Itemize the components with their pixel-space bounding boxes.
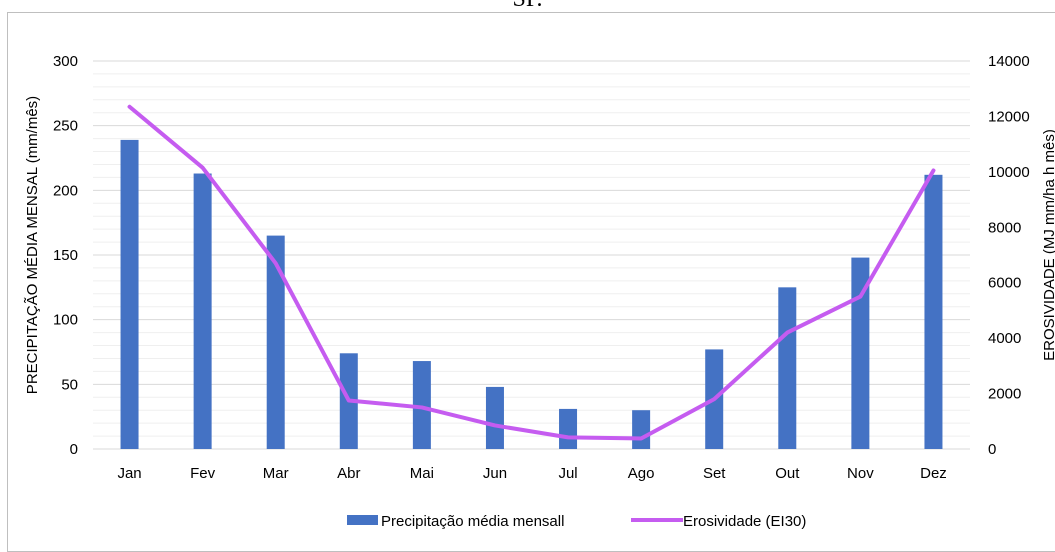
bar [267, 236, 285, 449]
erosivity-line-path [130, 107, 934, 439]
x-tick-label: Mar [263, 465, 289, 482]
y-tick-label: 200 [53, 182, 78, 199]
y-tick-label: 250 [53, 118, 78, 135]
bar [632, 410, 650, 449]
y2-tick-label: 8000 [988, 219, 1021, 236]
gridlines [93, 61, 970, 449]
y2-tick-label: 2000 [988, 386, 1021, 403]
y-tick-label: 300 [53, 53, 78, 70]
erosivity-line [129, 107, 933, 439]
y-tick-label: 150 [53, 247, 78, 264]
bar [924, 175, 942, 449]
y2-tick-label: 6000 [988, 275, 1021, 292]
legend-line-label: Erosividade (EI30) [683, 513, 806, 530]
x-tick-label: Jan [117, 465, 141, 482]
x-tick-label: Nov [847, 465, 874, 482]
bar [559, 409, 577, 449]
y2-tick-label: 10000 [988, 164, 1030, 181]
y2-tick-label: 12000 [988, 108, 1030, 125]
bar [778, 287, 796, 449]
y2-tick-label: 14000 [988, 53, 1030, 70]
legend-bar-swatch [347, 515, 378, 525]
x-tick-label: Ago [628, 465, 655, 482]
y-tick-label: 50 [61, 376, 78, 393]
x-tick-label: Jul [558, 465, 577, 482]
y2-tick-label: 4000 [988, 330, 1021, 347]
x-tick-label: Abr [337, 465, 360, 482]
y-tick-label: 0 [70, 441, 78, 458]
legend: Precipitação média mensall Erosividade (… [347, 513, 806, 530]
y-tick-label: 100 [53, 312, 78, 329]
legend-bar-label: Precipitação média mensall [381, 513, 564, 530]
x-tick-label: Set [703, 465, 726, 482]
x-tick-label: Fev [190, 465, 216, 482]
bar [121, 140, 139, 449]
precipitation-bars [121, 140, 943, 449]
x-tick-label: Jun [483, 465, 507, 482]
x-tick-label: Dez [920, 465, 947, 482]
y2-axis-title: EROSIVIDADE (MJ mm/ha h mês) [1041, 129, 1055, 361]
x-tick-label: Out [775, 465, 800, 482]
bar [486, 387, 504, 449]
y2-tick-label: 0 [988, 441, 996, 458]
bar [194, 174, 212, 449]
x-tick-label: Mai [410, 465, 434, 482]
y-axis-title: PRECIPITAÇÃO MÉDIA MENSAL (mm/mês) [24, 96, 41, 394]
